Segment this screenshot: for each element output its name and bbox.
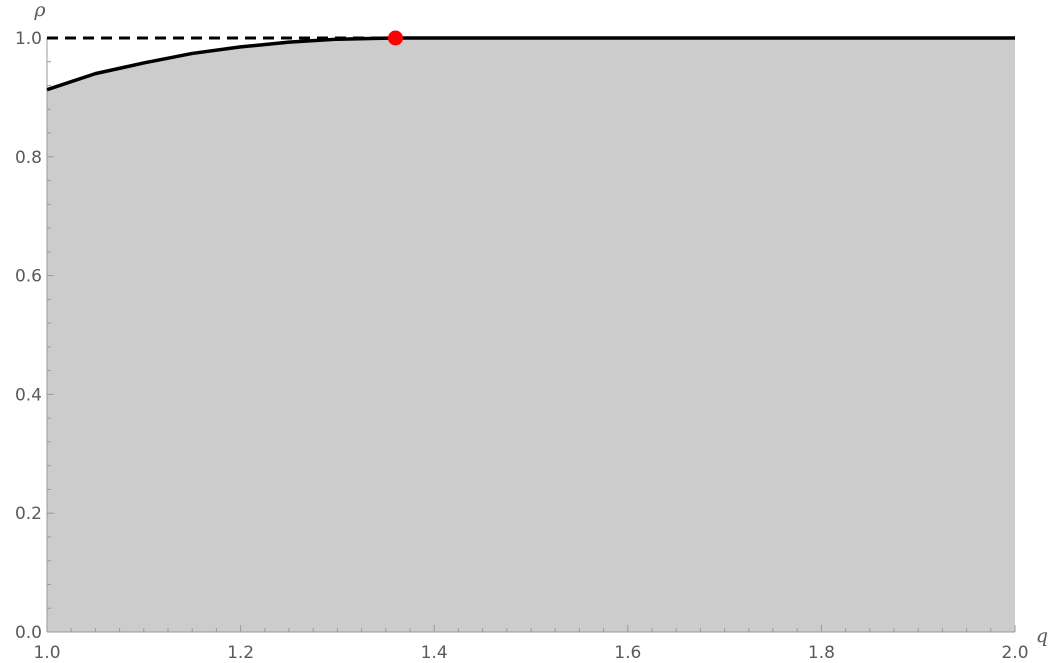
plot-area bbox=[47, 38, 1015, 632]
series-layer bbox=[46, 30, 1015, 92]
y-tick-label: 0.2 bbox=[15, 504, 42, 524]
marker-layer bbox=[387, 30, 403, 46]
x-tick-label: 1.8 bbox=[808, 643, 835, 663]
x-ticks: 1.0 1.2 1.4 1.6 1.8 2.0 bbox=[33, 625, 1029, 663]
y-ticks: 0.0 0.2 0.4 0.6 0.8 1.0 bbox=[15, 29, 54, 643]
x-tick-label: 2.0 bbox=[1001, 643, 1028, 663]
x-tick-label: 1.2 bbox=[227, 643, 254, 663]
y-tick-label: 0.6 bbox=[15, 267, 42, 287]
y-tick-label: 0.4 bbox=[15, 385, 42, 405]
x-axis-title: q bbox=[1036, 625, 1048, 647]
x-tick-label: 1.6 bbox=[614, 643, 641, 663]
axes: 1.0 1.2 1.4 1.6 1.8 2.0 0.00.20.40.60.81.0 q … bbox=[15, 0, 1048, 663]
y-axis-title: ρ bbox=[33, 0, 46, 21]
y-tick-label: 0.8 bbox=[15, 148, 42, 168]
feasible-region-fill bbox=[47, 38, 1015, 632]
critical-point-marker bbox=[387, 30, 403, 46]
y-tick-label: 0.0 bbox=[15, 623, 42, 643]
x-tick-label: 1.4 bbox=[421, 643, 448, 663]
x-tick-label: 1.0 bbox=[33, 643, 60, 663]
boundary-curve bbox=[46, 36, 1015, 92]
y-tick-label: 1.0 bbox=[15, 29, 42, 49]
